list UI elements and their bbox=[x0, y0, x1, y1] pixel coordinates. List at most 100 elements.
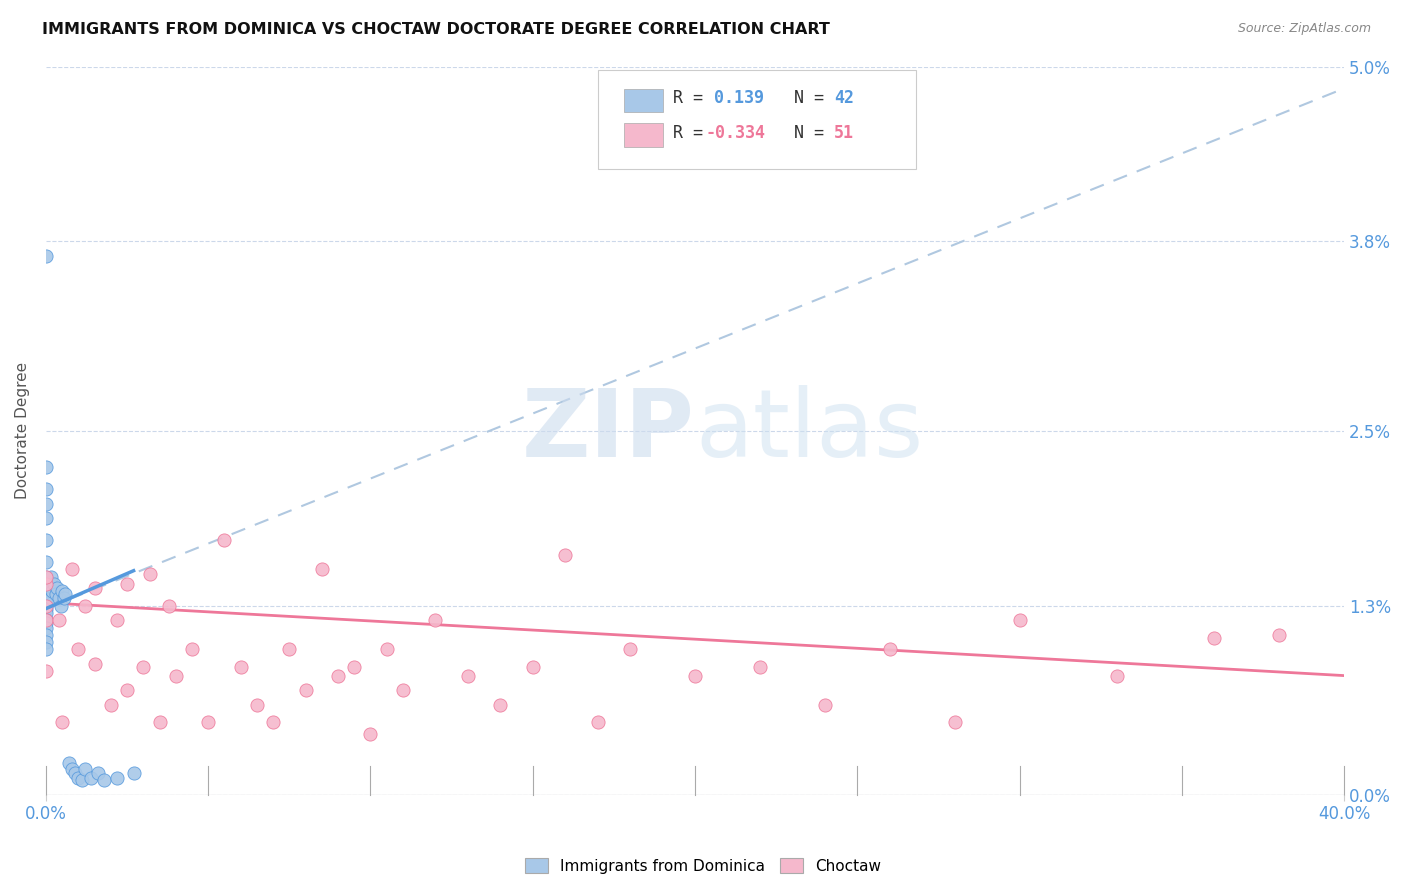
Point bbox=[48, 591, 70, 606]
Point bbox=[165, 668, 187, 682]
Point bbox=[943, 715, 966, 730]
Text: -0.334: -0.334 bbox=[706, 124, 765, 142]
Point bbox=[343, 660, 366, 674]
Point bbox=[70, 773, 93, 788]
Point bbox=[1105, 668, 1128, 682]
Point bbox=[41, 584, 63, 599]
Point bbox=[35, 555, 58, 569]
Point bbox=[392, 683, 415, 698]
Point bbox=[39, 569, 62, 583]
FancyBboxPatch shape bbox=[624, 89, 662, 112]
Point bbox=[360, 727, 382, 741]
Point bbox=[35, 616, 58, 631]
FancyBboxPatch shape bbox=[598, 70, 915, 169]
Point bbox=[35, 497, 58, 511]
Text: N =: N = bbox=[775, 124, 834, 142]
Point bbox=[35, 613, 58, 627]
Text: atlas: atlas bbox=[695, 384, 924, 477]
Text: 0.139: 0.139 bbox=[714, 89, 765, 107]
Point bbox=[586, 715, 609, 730]
Point bbox=[489, 698, 512, 712]
Point bbox=[55, 587, 77, 601]
Point bbox=[35, 576, 58, 591]
FancyBboxPatch shape bbox=[624, 123, 662, 146]
Point bbox=[35, 635, 58, 649]
Text: N =: N = bbox=[775, 89, 834, 107]
Point bbox=[35, 569, 58, 583]
Point bbox=[246, 698, 269, 712]
Point bbox=[105, 613, 128, 627]
Point bbox=[35, 511, 58, 525]
Point bbox=[83, 657, 105, 671]
Point bbox=[278, 642, 301, 657]
Point bbox=[35, 569, 58, 583]
Text: 51: 51 bbox=[834, 124, 853, 142]
Point bbox=[619, 642, 641, 657]
Point bbox=[63, 766, 86, 780]
Point bbox=[52, 591, 75, 606]
Point bbox=[60, 762, 83, 776]
Point bbox=[197, 715, 219, 730]
Point bbox=[35, 606, 58, 620]
Point bbox=[35, 620, 58, 634]
Point bbox=[814, 698, 837, 712]
Point bbox=[1204, 631, 1226, 645]
Point bbox=[35, 601, 58, 615]
Point bbox=[105, 771, 128, 785]
Text: IMMIGRANTS FROM DOMINICA VS CHOCTAW DOCTORATE DEGREE CORRELATION CHART: IMMIGRANTS FROM DOMINICA VS CHOCTAW DOCT… bbox=[42, 22, 830, 37]
Point bbox=[46, 581, 69, 595]
Point bbox=[35, 591, 58, 606]
Point bbox=[262, 715, 284, 730]
Text: Source: ZipAtlas.com: Source: ZipAtlas.com bbox=[1237, 22, 1371, 36]
Point bbox=[51, 715, 73, 730]
Point bbox=[139, 566, 162, 581]
Point bbox=[522, 660, 544, 674]
Text: R =: R = bbox=[673, 124, 713, 142]
Point bbox=[48, 613, 70, 627]
Point bbox=[51, 584, 73, 599]
Point bbox=[35, 664, 58, 678]
Point bbox=[87, 766, 110, 780]
Point bbox=[683, 668, 706, 682]
Text: ZIP: ZIP bbox=[522, 384, 695, 477]
Point bbox=[1268, 628, 1291, 642]
Point bbox=[35, 576, 58, 591]
Point bbox=[115, 576, 138, 591]
Point bbox=[67, 771, 90, 785]
Point bbox=[748, 660, 770, 674]
Legend: Immigrants from Dominica, Choctaw: Immigrants from Dominica, Choctaw bbox=[519, 852, 887, 880]
Point bbox=[35, 628, 58, 642]
Point bbox=[80, 771, 103, 785]
Point bbox=[35, 642, 58, 657]
Point bbox=[35, 599, 58, 613]
Point bbox=[73, 599, 96, 613]
Point bbox=[425, 613, 447, 627]
Point bbox=[879, 642, 901, 657]
Point bbox=[73, 762, 96, 776]
Point bbox=[83, 581, 105, 595]
Point bbox=[326, 668, 349, 682]
Point bbox=[35, 613, 58, 627]
Point bbox=[58, 756, 80, 770]
Point bbox=[35, 533, 58, 547]
Point bbox=[554, 548, 576, 562]
Point bbox=[93, 773, 115, 788]
Point bbox=[35, 584, 58, 599]
Y-axis label: Doctorate Degree: Doctorate Degree bbox=[15, 362, 30, 500]
Point bbox=[457, 668, 479, 682]
Point bbox=[132, 660, 155, 674]
Point bbox=[60, 562, 83, 576]
Point bbox=[311, 562, 333, 576]
Point bbox=[49, 599, 72, 613]
Point bbox=[45, 587, 67, 601]
Point bbox=[35, 249, 58, 263]
Point bbox=[375, 642, 398, 657]
Text: 42: 42 bbox=[834, 89, 853, 107]
Text: R =: R = bbox=[673, 89, 713, 107]
Point bbox=[229, 660, 252, 674]
Point bbox=[35, 482, 58, 496]
Point bbox=[157, 599, 180, 613]
Point bbox=[214, 533, 236, 547]
Point bbox=[148, 715, 170, 730]
Point bbox=[294, 683, 316, 698]
